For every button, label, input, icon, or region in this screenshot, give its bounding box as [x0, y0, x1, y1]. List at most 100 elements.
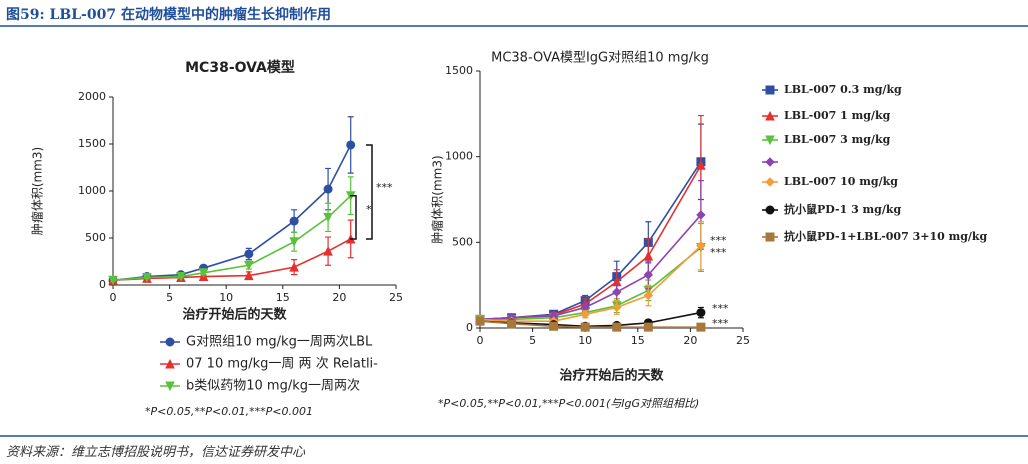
marker: [244, 270, 254, 281]
marker: [176, 272, 186, 282]
legend-marker: [165, 358, 175, 369]
series-line: [112, 195, 352, 282]
series-line: [480, 246, 702, 321]
marker: [346, 140, 356, 150]
annotation: ***: [712, 317, 729, 330]
marker: [696, 322, 706, 332]
x-tick-label: 25: [389, 291, 403, 304]
marker: [507, 319, 517, 329]
series: [108, 176, 356, 286]
x-tick-label: 15: [631, 334, 645, 347]
marker: [142, 272, 152, 283]
legend-marker: [765, 232, 775, 242]
marker: [198, 268, 209, 278]
marker: [696, 210, 706, 220]
y-tick-label: 500: [85, 231, 106, 244]
annotation: ***: [710, 234, 727, 247]
marker: [612, 322, 622, 332]
series-line: [479, 245, 702, 322]
marker: [289, 216, 299, 226]
marker: [643, 270, 654, 280]
legend-label: 07 10 mg/kg一周 两 次 Relatli-: [186, 356, 378, 372]
series: [475, 114, 706, 324]
legend-marker: [165, 337, 175, 347]
legend-marker: [165, 381, 175, 392]
annotation: ***: [376, 181, 393, 194]
series-line: [112, 238, 352, 282]
legend-label: 抗小鼠PD-1+LBL-007 3+10 mg/kg: [784, 229, 988, 243]
y-tick-label: 1000: [78, 184, 106, 197]
marker: [643, 322, 653, 332]
y-tick-label: 0: [99, 278, 106, 291]
header-title: 图59: LBL-007 在动物模型中的肿瘤生长抑制作用: [6, 7, 331, 23]
x-tick-label: 0: [110, 291, 117, 304]
significance-bracket: [366, 144, 373, 240]
marker: [244, 260, 254, 271]
y-tick-label: 500: [452, 235, 473, 248]
legend-marker: [765, 157, 775, 167]
chart-title: MC38-OVA模型: [185, 59, 295, 76]
marker: [108, 275, 118, 286]
y-tick-label: 0: [466, 321, 473, 334]
x-tick-label: 25: [736, 334, 750, 347]
marker: [323, 212, 333, 223]
x-tick-label: 5: [166, 291, 173, 304]
series: [475, 123, 706, 324]
marker: [612, 302, 622, 313]
x-axis-label: 治疗开始后的天数: [559, 368, 664, 384]
legend-marker: [765, 110, 775, 121]
y-tick-label: 1000: [445, 150, 473, 163]
series: [475, 316, 706, 332]
legend-marker: [765, 205, 775, 215]
legend-label: LBL-007 0.3 mg/kg: [784, 83, 902, 96]
marker: [323, 184, 333, 194]
legend-label: b类似药物10 mg/kg一周两次: [186, 378, 360, 394]
series-line: [479, 161, 702, 321]
marker: [696, 160, 706, 170]
series: [108, 116, 356, 285]
y-tick-label: 1500: [78, 137, 106, 150]
chart-title: MC38-OVA模型IgG对照组10 mg/kg: [491, 51, 709, 66]
marker: [289, 237, 299, 247]
marker: [244, 249, 254, 259]
x-tick-label: 10: [578, 334, 592, 347]
annotation: *: [366, 203, 372, 216]
y-tick-label: 1500: [445, 64, 473, 77]
y-tick-label: 2000: [78, 90, 106, 103]
x-tick-label: 20: [683, 334, 697, 347]
marker: [580, 309, 590, 320]
marker: [643, 290, 654, 301]
x-axis-label: 治疗开始后的天数: [182, 307, 287, 323]
x-tick-label: 0: [477, 334, 484, 347]
significance-bracket: [350, 194, 357, 240]
annotation: ***: [712, 302, 729, 315]
legend-marker: [765, 135, 775, 146]
series: [475, 180, 706, 325]
marker: [289, 262, 299, 272]
y-axis-label: 肿瘤体积(mm3): [430, 155, 445, 243]
marker: [696, 241, 706, 251]
legend-label: G对照组10 mg/kg一周两次LBL: [186, 334, 373, 350]
marker: [612, 287, 622, 297]
legend-label: LBL-007 1 mg/kg: [784, 109, 891, 122]
x-tick-label: 10: [219, 291, 233, 304]
series-line: [112, 144, 352, 282]
marker: [643, 250, 654, 261]
marker: [549, 321, 559, 331]
marker: [475, 316, 485, 326]
x-tick-label: 5: [529, 334, 536, 347]
marker: [323, 246, 333, 256]
series: [475, 221, 706, 326]
marker: [580, 322, 590, 332]
series-line: [479, 214, 702, 321]
y-axis-label: 肿瘤体积(mm3): [30, 147, 45, 235]
legend-label: LBL-007 3 mg/kg: [784, 133, 891, 146]
footnote: *P<0.05,**P<0.01,***P<0.001(与IgG对照组相比): [438, 397, 699, 410]
series: [108, 219, 356, 285]
legend-marker: [765, 177, 775, 187]
annotation: ***: [710, 246, 727, 259]
legend-label: LBL-007 10 mg/kg: [784, 175, 898, 188]
source: 资料来源：维立志博招股说明书，信达证券研发中心: [6, 445, 306, 460]
